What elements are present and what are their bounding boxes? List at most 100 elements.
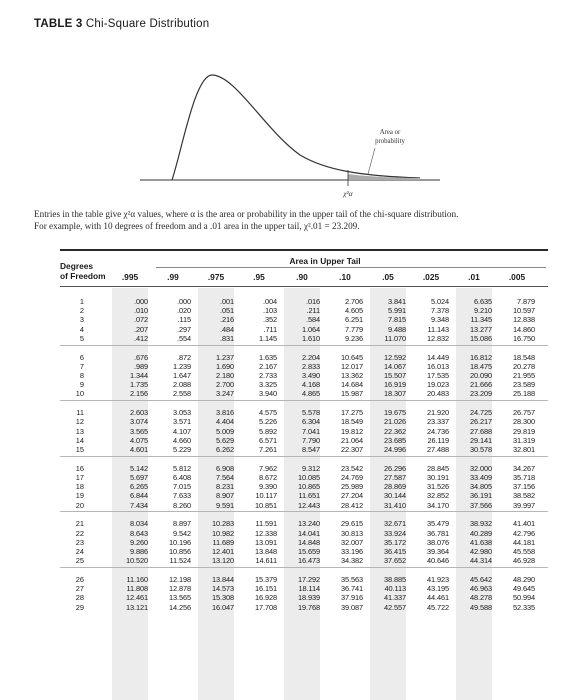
df-cell: 26	[75, 575, 84, 584]
table-cell: 11.160	[126, 575, 149, 584]
table-cell: 38.582	[512, 491, 535, 501]
table-cell: 12.838	[512, 315, 535, 325]
table-cell: 7.633	[173, 491, 191, 501]
table-cell: 13.121	[125, 602, 148, 612]
df-header-line-1: Degrees	[60, 261, 94, 271]
table-cell: .484	[220, 324, 234, 334]
table-cell: 37.916	[340, 593, 363, 603]
table-cell: 2.204	[302, 352, 320, 362]
table-cell: 4.660	[173, 435, 191, 445]
table-cell: 8.672	[259, 473, 277, 482]
table-cell: 14.684	[340, 380, 363, 390]
table-cell: 24.736	[426, 426, 449, 436]
table-cell: 27.488	[426, 445, 449, 454]
table-cell: .072	[134, 315, 148, 325]
table-cell: 1.064	[302, 324, 320, 334]
table-cell: 6.635	[474, 297, 492, 306]
table-cell: 16.812	[469, 352, 492, 362]
table-cell: 20.483	[426, 389, 449, 399]
upper-tail-header: Area in Upper Tail	[289, 256, 361, 266]
table-cell: 34.170	[426, 500, 449, 510]
table-cell: 11.689	[212, 537, 235, 547]
table-cell: 9.348	[431, 315, 449, 325]
table-cell: 45.642	[469, 575, 492, 584]
intro-line-2: For example, with 10 degrees of freedom …	[34, 221, 360, 231]
table-cell: 40.646	[426, 556, 449, 566]
df-cell: 12	[75, 417, 84, 427]
table-cell: 29.819	[512, 426, 535, 436]
table-cell: 24.769	[340, 473, 363, 482]
table-cell: .010	[134, 306, 148, 316]
table-cell: 42.557	[383, 602, 406, 612]
table-cell: 7.261	[259, 445, 277, 454]
table-cell: 26.296	[383, 463, 406, 473]
table-cell: 5.578	[302, 408, 320, 418]
table-cell: 12.017	[340, 361, 363, 371]
table-cell: 8.907	[216, 491, 234, 501]
column-shade	[456, 288, 492, 700]
table-cell: 35.563	[340, 575, 363, 584]
df-cell: 9	[79, 380, 84, 390]
table-cell: .211	[306, 306, 321, 316]
table-cell: 4.605	[345, 306, 363, 316]
area-label-1: Area or	[380, 129, 401, 136]
table-cell: 2.156	[130, 389, 148, 399]
table-cell: 8.231	[216, 482, 234, 492]
table-cell: 3.940	[259, 389, 277, 399]
table-cell: 36.781	[426, 528, 449, 538]
table-cell: 15.308	[211, 593, 234, 603]
table-cell: 4.107	[173, 426, 191, 436]
column-header: .005	[508, 272, 526, 282]
df-header: Degrees of Freedom	[60, 261, 120, 281]
table-cell: 29.141	[469, 435, 492, 445]
table-cell: 26.119	[427, 435, 450, 445]
table-cell: 8.260	[173, 500, 191, 510]
table-cell: 18.475	[469, 361, 492, 371]
table-cell: 9.236	[345, 333, 363, 343]
column-shade	[284, 288, 320, 700]
table-cell: 23.685	[383, 435, 406, 445]
df-cell: 29	[75, 602, 84, 612]
table-cell: 20.278	[512, 361, 535, 371]
table-cell: 7.815	[388, 315, 406, 325]
table-cell: 30.191	[426, 473, 449, 482]
group-separator	[60, 566, 548, 568]
table-cell: 2.700	[216, 380, 234, 390]
table-cell: 10.851	[254, 500, 277, 510]
df-cell: 15	[75, 445, 84, 454]
table-cell: 12.338	[254, 528, 277, 538]
table-cell: 14.449	[426, 352, 449, 362]
table-cell: 32.801	[512, 445, 535, 454]
df-cell: 7	[79, 361, 84, 371]
table-cell: 1.145	[259, 333, 277, 343]
table-cell: 50.994	[512, 593, 535, 603]
table-cell: 2.603	[130, 408, 148, 418]
column-header: .95	[253, 272, 265, 282]
table-cell: 36.415	[383, 547, 406, 556]
table-cell: 14.611	[255, 556, 278, 566]
df-cell: 4	[79, 324, 84, 334]
table-cell: 16.151	[254, 584, 277, 594]
table-cell: 13.844	[211, 575, 234, 584]
table-cell: 33.196	[340, 547, 363, 556]
table-cell: 13.848	[254, 547, 277, 556]
column-shade	[198, 288, 234, 700]
table-cell: 13.091	[254, 537, 277, 547]
table-cell: 11.808	[126, 584, 149, 594]
table-cell: 34.382	[340, 556, 363, 566]
table-cell: 1.344	[130, 371, 148, 380]
table-cell: 37.156	[512, 482, 535, 492]
table-cell: 15.987	[340, 389, 363, 399]
table-cell: 10.196	[168, 537, 191, 547]
intro-text: Entries in the table give χ²α values, wh…	[34, 208, 554, 232]
table-cell: 9.886	[130, 547, 148, 556]
table-cell: 13.240	[297, 519, 320, 529]
table-cell: 10.520	[125, 556, 148, 566]
table-cell: 39.087	[340, 602, 363, 612]
table-cell: 6.304	[302, 417, 320, 427]
df-cell: 28	[75, 593, 84, 603]
table-cell: 21.920	[426, 408, 449, 418]
table-cell: 6.908	[216, 463, 234, 473]
table-cell: 16.919	[383, 380, 406, 390]
table-cell: .989	[134, 361, 148, 371]
